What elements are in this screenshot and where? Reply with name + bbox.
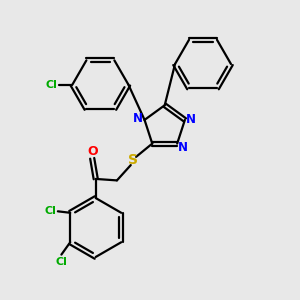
Text: Cl: Cl [45,80,57,90]
Text: N: N [186,113,197,126]
Text: Cl: Cl [44,206,56,216]
Text: N: N [133,112,143,125]
Text: S: S [128,153,138,167]
Text: Cl: Cl [56,257,67,267]
Text: N: N [178,141,188,154]
Text: O: O [87,145,98,158]
